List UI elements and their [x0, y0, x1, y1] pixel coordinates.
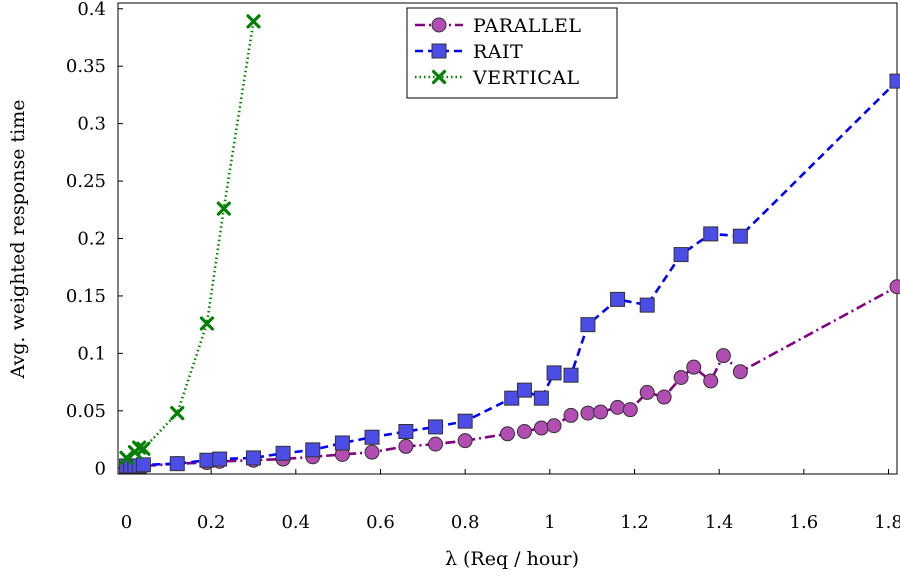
- x-tick-label: 1.6: [790, 512, 819, 533]
- rait-point: [199, 452, 215, 468]
- parallel-point: [610, 399, 626, 415]
- parallel-point: [546, 418, 562, 434]
- rait-point: [135, 457, 151, 473]
- x-tick-label: 1.8: [874, 512, 900, 533]
- x-tick-label: 0.4: [281, 512, 310, 533]
- rait-point: [504, 390, 520, 406]
- legend-entry-parallel: PARALLEL: [415, 15, 582, 37]
- rait-point: [703, 226, 719, 242]
- vertical-point: [199, 316, 215, 331]
- parallel-point: [686, 359, 702, 375]
- parallel-point: [364, 444, 380, 460]
- rait-point: [212, 451, 228, 467]
- rait-point: [457, 413, 473, 429]
- legend-entry-rait: RAIT: [415, 41, 523, 63]
- vertical-point: [119, 450, 134, 466]
- x-tick-label: 0.6: [366, 512, 395, 533]
- parallel-point: [516, 423, 532, 439]
- x-tick-label: 0: [121, 512, 132, 533]
- parallel-point: [457, 433, 473, 449]
- parallel-point: [533, 420, 549, 436]
- parallel-point: [500, 426, 515, 442]
- rait-point: [516, 382, 532, 398]
- legend-label-parallel: PARALLEL: [473, 15, 582, 37]
- parallel-point: [622, 402, 638, 418]
- rait-point: [275, 445, 291, 461]
- y-axis-label: Avg. weighted response time: [7, 100, 29, 380]
- rait-point: [533, 390, 549, 406]
- legend-rait-point: [431, 43, 447, 59]
- rait-point: [732, 228, 748, 244]
- parallel-point: [715, 348, 731, 364]
- legend-entry-vertical: VERTICAL: [415, 67, 580, 89]
- rait-point: [889, 73, 900, 89]
- vertical-point: [170, 406, 185, 421]
- rait-point: [639, 297, 655, 313]
- y-tick-label: 0: [95, 458, 106, 479]
- parallel-point: [398, 438, 414, 454]
- legend-label-vertical: VERTICAL: [472, 67, 580, 89]
- legend-label-rait: RAIT: [473, 41, 523, 63]
- y-tick-label: 0.05: [66, 401, 106, 422]
- rait-point: [610, 291, 626, 307]
- axes: 0 0.2 0.4 0.6 0.8 1 1.2 1.4 1.6 1.8 0 0.05 0.1 0.15 0.…: [66, 0, 900, 533]
- legend: PARALLEL RAIT VERTICAL: [406, 7, 618, 99]
- y-tick-label: 0.25: [66, 171, 106, 192]
- parallel-point: [673, 370, 689, 386]
- vertical-point: [136, 441, 151, 456]
- rait-point: [428, 419, 444, 435]
- x-tick-label: 0.8: [451, 512, 480, 533]
- parallel-point: [593, 404, 609, 420]
- series-vertical: [119, 14, 261, 466]
- rait-point: [580, 317, 596, 333]
- y-tick-label: 0.35: [66, 56, 106, 77]
- parallel-point: [428, 436, 444, 452]
- rait-point: [245, 450, 261, 466]
- rait-point: [364, 429, 380, 445]
- y-tick-label: 0.4: [77, 0, 106, 20]
- parallel-point: [563, 407, 579, 423]
- vertical-point: [246, 14, 261, 29]
- vertical-line: [125, 21, 255, 459]
- x-tick-label: 1.4: [705, 512, 734, 533]
- rait-point: [563, 367, 579, 383]
- parallel-point: [639, 384, 655, 400]
- parallel-point: [889, 279, 900, 295]
- y-tick-label: 0.1: [77, 343, 106, 364]
- x-tick-label: 1: [544, 512, 555, 533]
- rait-point: [305, 442, 321, 458]
- rait-point: [673, 247, 689, 263]
- rait-point: [169, 456, 185, 472]
- y-tick-label: 0.15: [66, 286, 106, 307]
- parallel-point: [732, 364, 748, 380]
- legend-parallel-point: [431, 17, 447, 33]
- series-parallel: [118, 279, 900, 474]
- parallel-point: [656, 389, 672, 405]
- rait-point: [546, 365, 562, 381]
- y-tick-label: 0.2: [77, 229, 106, 250]
- y-tick-label: 0.3: [77, 114, 106, 135]
- rait-point: [398, 423, 414, 439]
- x-tick-label: 0.2: [197, 512, 226, 533]
- rait-line: [126, 80, 898, 468]
- parallel-point: [580, 405, 596, 421]
- legend-vertical-point: [431, 69, 447, 85]
- x-tick-label: 1.2: [620, 512, 649, 533]
- x-axis-label: λ (Req / hour): [445, 548, 579, 570]
- series-layer: [118, 14, 900, 474]
- rait-point: [334, 435, 350, 451]
- parallel-point: [703, 373, 719, 389]
- vertical-point: [216, 201, 231, 216]
